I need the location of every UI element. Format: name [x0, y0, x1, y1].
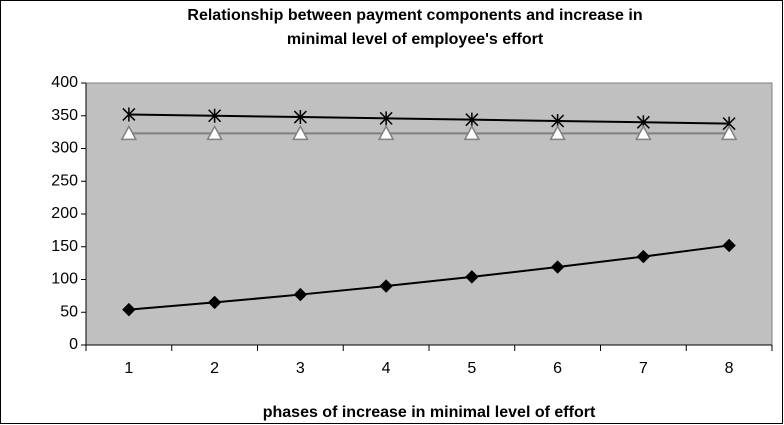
star-marker: [465, 112, 479, 127]
series-line: [128, 244, 730, 311]
x-tick-label: 7: [639, 360, 648, 377]
diamond-marker: [293, 287, 308, 302]
chart-title: minimal level of employee's effort: [287, 31, 544, 48]
triangle-marker: [292, 124, 309, 141]
y-tick-label: 400: [51, 74, 78, 91]
diamond-marker: [207, 295, 222, 310]
star-marker: [293, 110, 307, 125]
triangle-marker: [120, 124, 138, 141]
triangle-marker: [463, 124, 481, 141]
y-tick-label: 100: [51, 271, 78, 288]
triangle-marker: [720, 124, 738, 141]
y-tick-label: 300: [51, 140, 78, 157]
triangle-marker: [206, 124, 223, 141]
diamond-marker: [722, 238, 736, 253]
x-tick-label: 5: [467, 360, 476, 377]
star-marker: [122, 107, 136, 122]
diamond-marker: [379, 279, 393, 293]
x-tick-label: 1: [124, 360, 133, 377]
triangle-marker: [377, 124, 395, 141]
y-tick-label: 250: [51, 172, 78, 189]
x-tick-label: 8: [725, 360, 734, 377]
y-tick-label: 200: [51, 205, 78, 222]
x-tick-label: 2: [210, 360, 219, 377]
diamond-marker: [550, 260, 565, 274]
x-axis-label: phases of increase in minimal level of e…: [263, 404, 596, 421]
triangle-marker: [549, 124, 566, 141]
y-tick-label: 50: [60, 303, 78, 320]
x-tick-label: 4: [382, 360, 391, 377]
triangle-marker: [635, 124, 652, 141]
y-tick-label: 150: [51, 238, 78, 255]
star-marker: [208, 108, 222, 123]
star-marker: [379, 111, 393, 126]
diamond-marker: [636, 249, 651, 264]
diamond-marker: [122, 302, 136, 317]
series-line: [128, 113, 730, 125]
chart-title: Relationship between payment components …: [187, 7, 642, 24]
x-tick-label: 6: [553, 360, 562, 377]
y-tick-label: 0: [69, 336, 78, 353]
x-tick-label: 3: [296, 360, 305, 377]
diamond-marker: [465, 270, 479, 284]
y-tick-label: 350: [51, 107, 78, 124]
plot-area: [85, 82, 773, 346]
